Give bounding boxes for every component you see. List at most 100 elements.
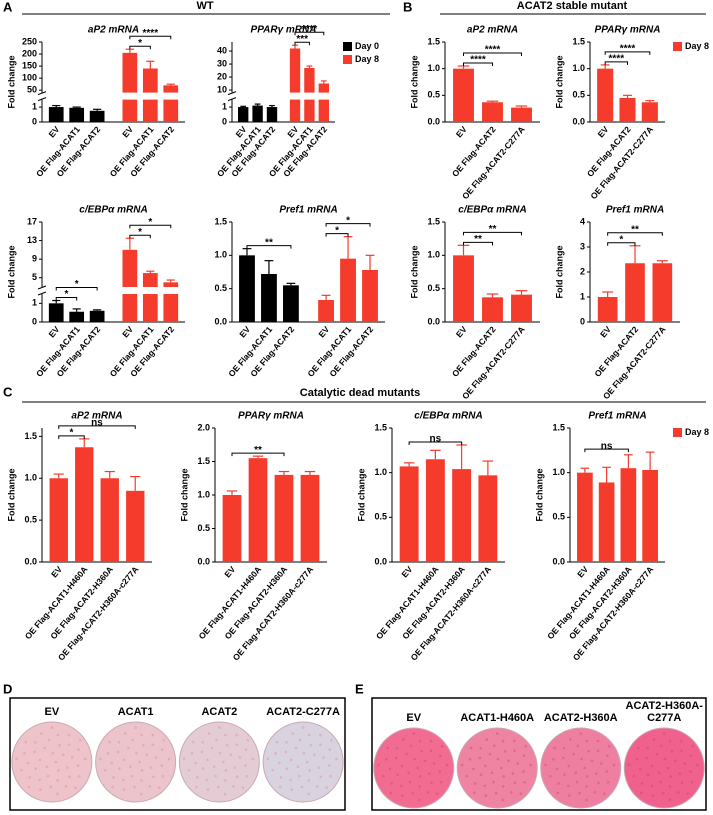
significance-label: ns <box>601 441 613 452</box>
stain-spot <box>651 794 655 797</box>
stain-spot <box>583 766 587 770</box>
stain-spot <box>646 773 650 777</box>
legend-swatch <box>673 42 682 51</box>
bar <box>482 297 503 322</box>
stain-spot <box>670 749 674 753</box>
y-tick-label: 0.5 <box>197 523 210 533</box>
stain-spot <box>319 775 323 779</box>
stain-spot <box>602 792 606 795</box>
well-caption: ACAT2-H360A-C277A <box>625 700 703 724</box>
stain-spot <box>408 780 412 784</box>
stain-spot <box>108 740 111 744</box>
culture-well <box>456 727 538 809</box>
y-tick-label: 3 <box>580 241 585 251</box>
stain-spot <box>77 774 81 778</box>
x-tick-label: EV <box>575 564 590 579</box>
y-tick-label: 1.5 <box>427 36 440 46</box>
stain-spot <box>201 767 205 771</box>
stain-spot <box>492 780 495 784</box>
stain-spot <box>160 748 164 751</box>
stain-spot <box>501 739 505 743</box>
stain-spot <box>529 763 532 767</box>
significance-label: ** <box>631 224 639 235</box>
stain-spot <box>494 791 498 795</box>
stain-spot <box>382 774 385 778</box>
y-axis-label: Fold change <box>6 55 16 108</box>
stain-spot <box>218 751 222 755</box>
stain-spot <box>157 786 161 789</box>
y-tick-label: 0.5 <box>427 90 440 100</box>
bar <box>261 274 277 322</box>
significance-label: * <box>138 227 142 238</box>
bar <box>69 311 85 322</box>
bar <box>453 68 474 122</box>
bar <box>652 263 673 322</box>
image-frame <box>9 697 346 811</box>
stain-spot <box>298 738 302 742</box>
stain-spot <box>325 786 328 789</box>
stain-spot <box>396 773 399 777</box>
stain-spot <box>99 757 102 761</box>
stain-spot <box>402 738 405 741</box>
stain-spot <box>289 778 292 782</box>
well-caption: ACAT1-H460A <box>460 712 535 724</box>
bar <box>452 469 472 562</box>
stain-spot <box>612 763 616 767</box>
chart-title: PPARγ mRNA <box>238 411 304 422</box>
stain-spot <box>154 756 158 759</box>
significance-label: * <box>619 234 623 245</box>
culture-well <box>11 721 93 803</box>
bar <box>642 469 658 562</box>
stain-spot <box>307 779 311 782</box>
x-tick-label: EV <box>47 324 62 339</box>
stain-spot <box>556 791 560 795</box>
stain-spot <box>131 738 134 742</box>
x-tick-label: EV <box>120 124 135 139</box>
bar <box>248 458 268 562</box>
stain-spot <box>24 740 28 744</box>
stain-spot <box>388 767 392 771</box>
stain-spot <box>145 753 149 757</box>
y-tick-label: 5 <box>32 272 37 282</box>
stain-spot <box>553 746 556 750</box>
stain-spot <box>241 786 245 789</box>
stain-spot <box>70 756 74 759</box>
stain-spot <box>669 775 673 778</box>
significance-label: *** <box>296 34 308 45</box>
stain-spot <box>232 785 235 788</box>
stain-spot <box>395 746 399 750</box>
stain-spot <box>493 744 496 748</box>
bar <box>274 474 294 562</box>
stain-spot <box>307 792 311 796</box>
x-tick-label: EV <box>47 124 62 139</box>
chart-title: c/EBPα mRNA <box>458 205 526 216</box>
panel-label: A <box>3 0 13 14</box>
stain-spot <box>317 766 321 769</box>
stain-spot <box>43 746 46 750</box>
stain-spot <box>224 769 228 772</box>
stain-spot <box>635 758 639 761</box>
stain-spot <box>418 739 422 743</box>
y-tick-label: 0.0 <box>572 116 585 126</box>
stain-spot <box>27 785 31 789</box>
stain-spot <box>66 766 69 769</box>
stain-spot <box>290 788 294 791</box>
y-tick-label: 1.0 <box>24 473 37 483</box>
legend-label: Day 8 <box>685 41 709 51</box>
stain-spot <box>308 769 311 772</box>
culture-well <box>95 721 177 803</box>
bar <box>239 255 255 322</box>
stain-spot <box>318 733 322 737</box>
stain-spot <box>161 774 165 778</box>
stain-spot <box>677 791 680 794</box>
stain-spot <box>191 740 195 744</box>
stain-spot <box>579 732 583 735</box>
stain-spot <box>64 785 68 788</box>
stain-spot <box>133 785 136 789</box>
stain-spot <box>127 746 130 750</box>
stain-spot <box>412 732 416 735</box>
stain-spot <box>123 732 127 735</box>
stain-spot <box>439 780 443 784</box>
stain-spot <box>39 788 42 791</box>
